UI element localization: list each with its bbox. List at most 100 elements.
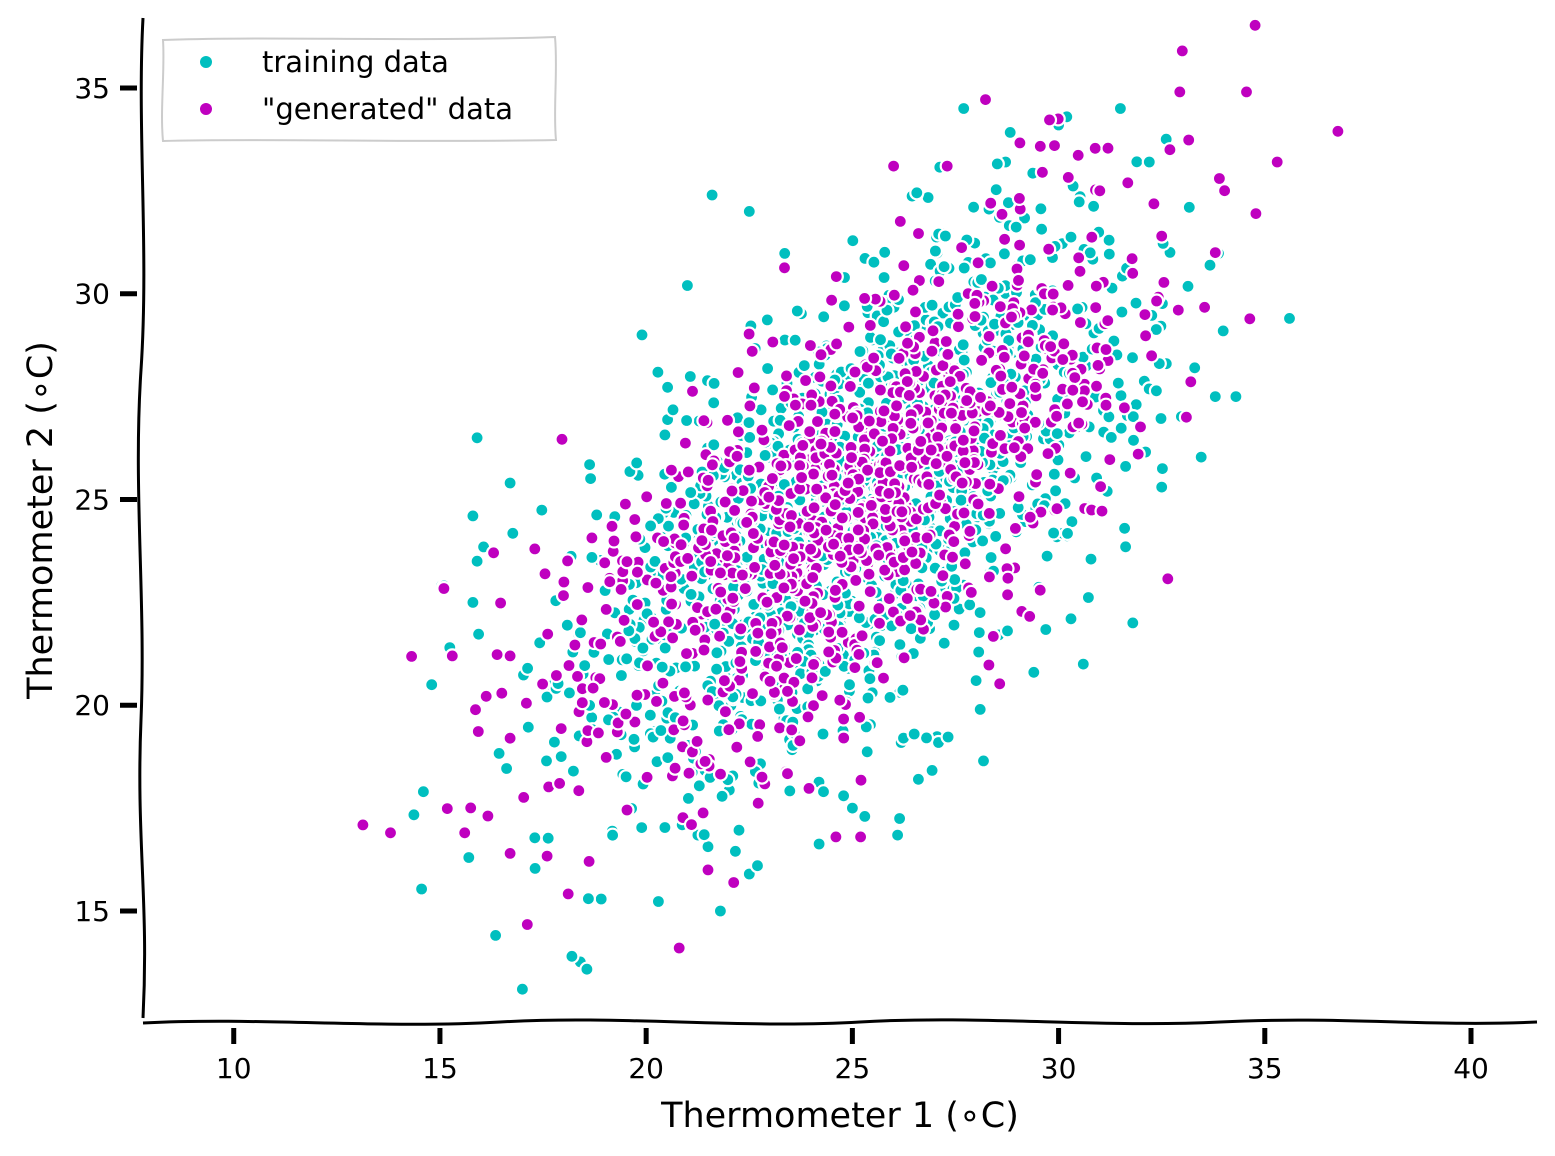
data-point-1 bbox=[1032, 582, 1048, 598]
data-point-0 bbox=[906, 726, 922, 742]
data-point-1 bbox=[712, 565, 729, 581]
data-point-0 bbox=[424, 677, 440, 693]
data-point-1 bbox=[802, 424, 818, 440]
data-point-0 bbox=[582, 471, 599, 487]
data-point-1 bbox=[1162, 142, 1178, 158]
data-point-1 bbox=[750, 625, 766, 641]
data-point-0 bbox=[1069, 301, 1086, 317]
data-point-0 bbox=[514, 981, 531, 997]
data-point-1 bbox=[875, 670, 892, 686]
data-point-1 bbox=[1092, 479, 1109, 495]
data-point-1 bbox=[825, 536, 842, 552]
data-point-1 bbox=[923, 583, 939, 600]
data-point-1 bbox=[700, 862, 716, 878]
data-point-1 bbox=[612, 633, 628, 650]
data-point-0 bbox=[940, 729, 956, 745]
data-point-1 bbox=[700, 472, 716, 488]
data-point-1 bbox=[1084, 229, 1100, 245]
data-point-1 bbox=[966, 423, 982, 439]
data-point-1 bbox=[463, 800, 479, 816]
y-ticks: 15 20 25 30 35 bbox=[74, 72, 137, 928]
x-tick-label: 30 bbox=[1041, 1052, 1077, 1085]
data-point-0 bbox=[1153, 410, 1169, 427]
data-point-1 bbox=[1041, 241, 1057, 257]
data-point-0 bbox=[650, 364, 666, 380]
data-point-0 bbox=[892, 636, 908, 653]
data-point-1 bbox=[604, 518, 620, 534]
data-point-1 bbox=[828, 829, 844, 845]
data-point-1 bbox=[768, 658, 785, 674]
data-point-1 bbox=[1041, 112, 1058, 128]
data-point-1 bbox=[981, 328, 997, 344]
data-point-1 bbox=[743, 493, 760, 509]
data-point-1 bbox=[1148, 293, 1165, 309]
data-point-1 bbox=[866, 350, 882, 366]
data-point-1 bbox=[742, 398, 758, 414]
data-point-1 bbox=[885, 158, 902, 174]
data-point-1 bbox=[983, 195, 999, 211]
data-point-1 bbox=[925, 323, 941, 339]
data-point-0 bbox=[741, 415, 757, 431]
data-point-1 bbox=[963, 584, 979, 601]
data-point-0 bbox=[657, 819, 673, 836]
data-point-1 bbox=[827, 423, 843, 440]
data-point-0 bbox=[414, 881, 430, 897]
data-point-0 bbox=[860, 375, 877, 391]
data-point-0 bbox=[1124, 350, 1141, 366]
data-point-1 bbox=[534, 676, 551, 692]
data-point-1 bbox=[881, 590, 897, 607]
data-point-0 bbox=[618, 769, 634, 785]
data-point-1 bbox=[803, 397, 819, 413]
data-point-0 bbox=[910, 771, 927, 787]
data-point-1 bbox=[851, 709, 868, 725]
data-point-1 bbox=[1067, 370, 1083, 386]
data-point-1 bbox=[1098, 397, 1114, 413]
data-point-0 bbox=[502, 475, 518, 491]
data-point-0 bbox=[660, 518, 677, 534]
data-point-1 bbox=[590, 725, 607, 741]
data-point-1 bbox=[910, 225, 927, 242]
data-point-1 bbox=[700, 692, 716, 708]
data-point-0 bbox=[891, 810, 908, 827]
data-point-0 bbox=[759, 360, 776, 377]
data-point-1 bbox=[1100, 140, 1116, 156]
data-point-1 bbox=[947, 420, 964, 437]
data-point-0 bbox=[1038, 621, 1054, 638]
data-point-1 bbox=[953, 240, 970, 256]
data-point-0 bbox=[619, 651, 635, 667]
data-point-1 bbox=[935, 567, 951, 584]
data-point-0 bbox=[852, 343, 868, 360]
data-point-1 bbox=[924, 343, 940, 359]
data-point-1 bbox=[928, 456, 944, 472]
data-point-1 bbox=[992, 427, 1009, 443]
data-point-1 bbox=[793, 469, 810, 486]
data-point-1 bbox=[832, 692, 848, 708]
data-point-1 bbox=[726, 502, 743, 518]
y-tick-label: 30 bbox=[74, 278, 110, 311]
data-point-1 bbox=[663, 596, 680, 612]
data-point-1 bbox=[939, 448, 955, 464]
data-point-0 bbox=[708, 661, 725, 677]
data-point-1 bbox=[992, 299, 1008, 315]
data-point-0 bbox=[953, 492, 969, 508]
data-point-1 bbox=[574, 695, 590, 711]
data-point-0 bbox=[909, 185, 925, 201]
data-point-1 bbox=[782, 519, 798, 535]
data-point-0 bbox=[974, 533, 991, 549]
data-point-1 bbox=[628, 529, 644, 545]
data-point-1 bbox=[904, 544, 920, 560]
data-point-1 bbox=[1072, 263, 1088, 279]
data-point-1 bbox=[527, 541, 543, 557]
data-point-0 bbox=[680, 790, 697, 807]
data-point-0 bbox=[604, 827, 621, 843]
data-point-0 bbox=[983, 549, 999, 566]
data-point-0 bbox=[1080, 589, 1097, 606]
x-ticks: 10 15 20 25 30 35 40 bbox=[216, 1028, 1489, 1085]
data-point-0 bbox=[471, 626, 487, 642]
data-point-1 bbox=[676, 685, 693, 701]
data-point-1 bbox=[1143, 348, 1160, 364]
data-point-0 bbox=[1228, 389, 1244, 405]
data-point-1 bbox=[1048, 408, 1065, 424]
data-point-0 bbox=[937, 228, 954, 244]
data-point-1 bbox=[537, 566, 553, 582]
